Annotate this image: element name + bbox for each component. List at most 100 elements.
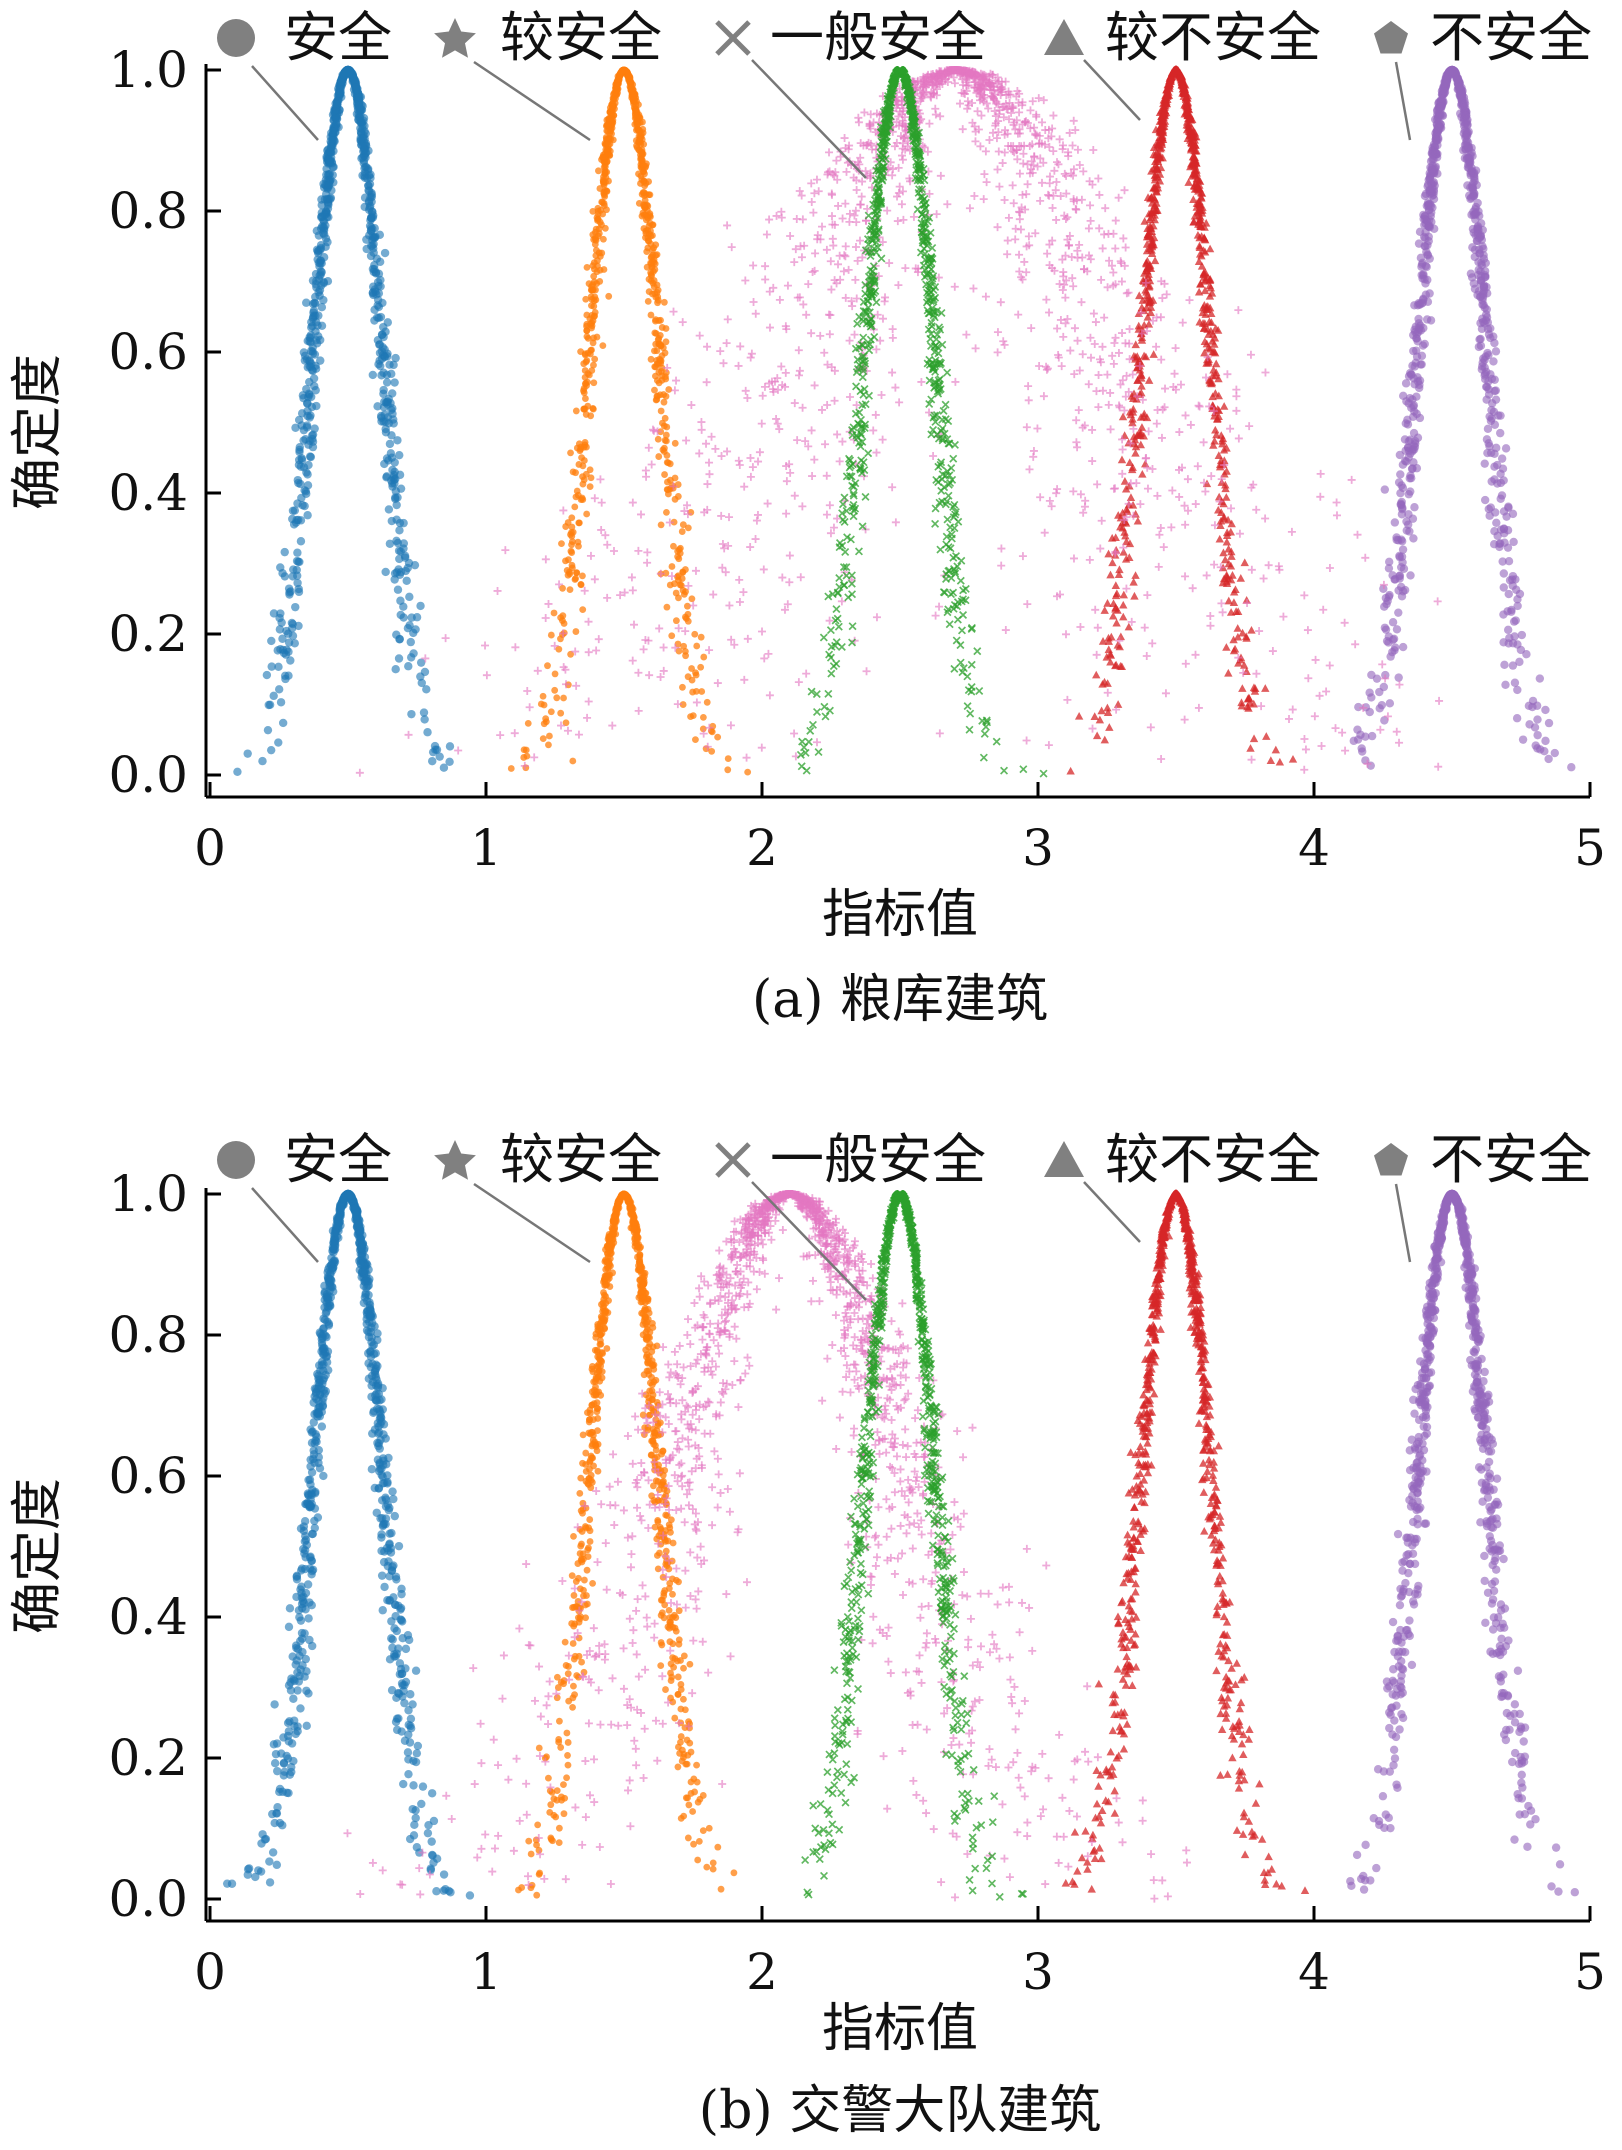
scatter-point — [1243, 599, 1252, 608]
scatter-point — [1433, 597, 1442, 606]
scatter-point — [581, 350, 589, 358]
scatter-point — [1218, 608, 1227, 617]
scatter-point — [1484, 385, 1493, 394]
scatter-point — [553, 694, 561, 702]
scatter-point — [1113, 700, 1123, 708]
scatter-point — [599, 178, 607, 186]
scatter-point — [282, 626, 291, 636]
scatter-point — [707, 432, 716, 441]
scatter-point — [573, 444, 581, 452]
scatter-point — [828, 234, 837, 243]
scatter-point — [379, 368, 388, 377]
scatter-point — [835, 457, 844, 466]
scatter-point — [267, 636, 276, 646]
scatter-point — [1205, 244, 1215, 253]
scatter-point — [711, 444, 720, 453]
scatter-point — [366, 215, 375, 225]
scatter-point — [262, 670, 272, 680]
scatter-point — [1378, 660, 1387, 669]
scatter-point — [1365, 688, 1374, 697]
scatter-point — [725, 601, 734, 610]
scatter-point — [375, 230, 385, 240]
scatter-point — [812, 738, 821, 747]
scatter-point — [749, 297, 758, 306]
scatter-point — [1413, 377, 1423, 386]
scatter-point — [1181, 659, 1190, 668]
scatter-point — [1206, 611, 1215, 620]
scatter-point — [1011, 224, 1020, 233]
scatter-point — [785, 578, 794, 587]
scatter-point — [807, 329, 816, 338]
scatter-point — [1473, 236, 1482, 246]
scatter-point — [1073, 336, 1082, 345]
scatter-point — [1427, 184, 1437, 193]
scatter-point — [1496, 411, 1505, 420]
scatter-point — [583, 510, 591, 518]
scatter-point — [1480, 459, 1489, 468]
scatter-point — [833, 430, 842, 439]
scatter-point — [1234, 434, 1243, 443]
scatter-point — [384, 505, 394, 514]
scatter-point — [1211, 359, 1221, 368]
scatter-point — [835, 251, 844, 260]
scatter-point — [1427, 165, 1437, 175]
scatter-point — [1392, 727, 1401, 736]
scatter-point — [596, 185, 604, 192]
scatter-point — [850, 211, 859, 220]
scatter-point — [589, 404, 597, 412]
scatter-point — [1149, 350, 1158, 358]
scatter-point — [723, 447, 732, 456]
scatter-point — [394, 654, 404, 663]
scatter-point — [936, 171, 945, 180]
scatter-point — [802, 310, 811, 319]
scatter-point — [781, 368, 790, 377]
scatter-point — [605, 292, 613, 300]
scatter-point — [1073, 246, 1082, 255]
scatter-point — [1316, 469, 1325, 478]
scatter-point — [1252, 505, 1261, 514]
scatter-series — [355, 66, 1444, 777]
scatter-point — [637, 148, 645, 156]
scatter-point — [1288, 754, 1298, 763]
scatter-point — [638, 190, 646, 198]
scatter-point — [551, 670, 559, 678]
scatter-point — [1003, 250, 1012, 259]
scatter-point — [590, 272, 598, 280]
scatter-point — [1311, 655, 1320, 664]
scatter-point — [872, 448, 881, 457]
scatter-point — [1261, 368, 1270, 377]
scatter-point — [1100, 606, 1109, 614]
scatter-point — [584, 617, 593, 626]
scatter-point — [821, 440, 830, 449]
scatter-point — [1011, 235, 1020, 244]
scatter-point — [1497, 454, 1507, 463]
scatter-point — [1398, 642, 1408, 652]
scatter-point — [482, 671, 491, 680]
scatter-point — [1394, 673, 1403, 682]
scatter-point — [579, 606, 587, 614]
scatter-point — [644, 237, 652, 245]
scatter-point — [1029, 452, 1038, 461]
scatter-point — [369, 239, 378, 249]
scatter-point — [786, 231, 795, 240]
scatter-point — [1098, 386, 1107, 395]
scatter-point — [587, 320, 594, 328]
scatter-point — [713, 679, 722, 688]
scatter-point — [1388, 635, 1398, 644]
scatter-point — [765, 323, 774, 332]
scatter-point — [1361, 553, 1370, 562]
scatter-point — [302, 298, 311, 307]
scatter-point — [274, 685, 284, 694]
scatter-point — [734, 361, 743, 370]
scatter-point — [1194, 703, 1203, 712]
scatter-point — [993, 223, 1002, 232]
scatter-point — [355, 92, 364, 102]
scatter-point — [1132, 479, 1141, 488]
scatter-point — [316, 270, 325, 279]
scatter-point — [278, 634, 287, 643]
scatter-point — [786, 468, 795, 477]
scatter-point — [739, 588, 748, 597]
scatter-point — [599, 210, 607, 218]
scatter-point — [1155, 530, 1164, 539]
scatter-point — [700, 653, 708, 661]
